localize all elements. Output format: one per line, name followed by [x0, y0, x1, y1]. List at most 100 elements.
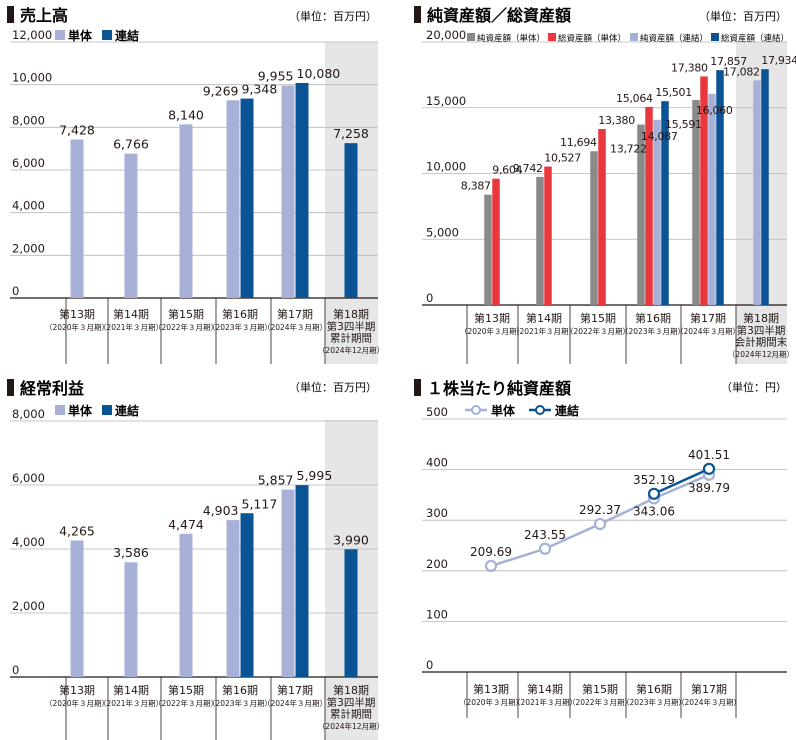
legend-label-net-renketsu: 純資産額（連結）	[640, 33, 708, 44]
x-category-label: 第17期	[277, 307, 313, 321]
data-label: 17,082	[723, 65, 760, 78]
data-label: 9,269	[203, 83, 239, 98]
x-category-sublabel: （2024年12月期）	[728, 349, 794, 359]
data-label: 209.69	[470, 545, 512, 559]
x-category-sublabel: （2021年３月期）	[99, 698, 163, 708]
bar-tanntai	[124, 562, 138, 677]
bar-total-tanntai	[645, 106, 653, 305]
y-tick-label: 4,000	[12, 199, 45, 213]
x-category-sublabel: （2022年３月期）	[568, 697, 632, 707]
y-tick-label: 0	[12, 284, 19, 298]
x-category-label: 第15期	[582, 682, 618, 696]
x-category-label: 第13期	[59, 307, 95, 321]
y-tick-label: 8,000	[12, 113, 45, 127]
title-marker	[7, 6, 14, 23]
bar-renketsu	[240, 513, 254, 677]
data-label: 6,766	[113, 137, 149, 152]
data-label: 243.55	[524, 528, 566, 542]
sales-panel: 売上高 （単位：百万円） 単体 連結 0 2,000 4,000 6,000 8,000…	[7, 6, 384, 364]
x-category-sublabel: （2022年３月期）	[154, 322, 218, 332]
x-category-sublabel: 第3四半期	[327, 696, 376, 709]
y-tick-label: 5,000	[426, 225, 459, 239]
y-tick-label: 6,000	[12, 471, 45, 485]
x-category-sublabel: 会計期間末	[735, 336, 788, 349]
legend-label-tanntai: 単体	[491, 403, 516, 418]
x-category-sublabel: （2024年12月期）	[318, 345, 384, 355]
x-category-label: 第14期	[113, 307, 149, 321]
chart-title: 純資産額／総資産額	[427, 6, 571, 25]
unit-label: （単位：百万円）	[289, 380, 377, 394]
y-tick-label: 2,000	[12, 599, 45, 613]
x-category-sublabel: （2023年３月期）	[621, 326, 685, 336]
data-label: 389.79	[688, 481, 730, 495]
x-category-label: 第16期	[222, 683, 258, 697]
unit-label: （単位：百万円）	[699, 9, 787, 23]
point-renketsu	[647, 487, 661, 500]
x-category-label: 第18期	[743, 311, 779, 325]
data-label: 16,060	[696, 104, 733, 117]
net-assets-plot: 05,00010,00015,00020,0008,3879,6049,7421…	[422, 28, 796, 364]
ordinary-profit-panel: 経常利益 （単位：百万円） 単体 連結 0 2,000 4,000 6,000 8,00…	[7, 379, 384, 740]
data-label: 343.06	[633, 504, 675, 518]
bar-net-tanntai	[590, 151, 598, 305]
ordinary-profit-plot: 0 2,000 4,000 6,000 8,000 4,265 3,586 4,4744,90…	[10, 407, 384, 740]
bar-net-tanntai	[536, 176, 544, 305]
data-label: 17,380	[671, 61, 708, 74]
legend-swatch-net-renketsu	[630, 33, 638, 41]
bar-renketsu	[240, 98, 254, 299]
x-category-label: 第14期	[527, 682, 563, 696]
bps-plot: 0 100 200 300 400 500 209.69 243.55 292.37 343.06…	[422, 405, 787, 718]
data-label: 9,955	[258, 69, 294, 84]
data-label: 10,080	[297, 66, 341, 81]
x-category-label: 第17期	[690, 311, 726, 325]
legend: 単体 連結	[55, 28, 139, 43]
bar-net-tanntai	[484, 194, 492, 305]
legend-marker-renketsu	[535, 405, 545, 415]
data-label: 7,258	[333, 126, 369, 141]
bar-tanntai	[226, 100, 240, 299]
bar-renketsu	[344, 549, 358, 677]
y-tick-label: 8,000	[12, 407, 45, 421]
legend-label-renketsu: 連結	[115, 28, 139, 43]
x-category-sublabel: （2021年３月期）	[513, 697, 577, 707]
title-marker	[414, 6, 421, 23]
bar-tanntai	[179, 533, 193, 677]
x-category-label: 第15期	[168, 683, 204, 697]
y-tick-label: 12,000	[12, 28, 52, 42]
x-category-sublabel: （2023年３月期）	[208, 322, 272, 332]
legend-label-renketsu: 連結	[115, 403, 139, 418]
point-tanntai	[484, 559, 498, 572]
chart-title: １株当たり純資産額	[427, 379, 571, 398]
data-label: 4,474	[168, 517, 204, 532]
title-marker	[414, 379, 421, 396]
data-label: 5,117	[242, 496, 278, 511]
data-label: 292.37	[579, 503, 621, 517]
legend: 単体 連結	[55, 403, 139, 418]
y-tick-label: 15,000	[426, 94, 466, 108]
chart-title: 経常利益	[20, 379, 84, 398]
legend-label-total-renketsu: 総資産額（連結）	[721, 33, 789, 44]
title-marker	[7, 379, 14, 396]
data-label: 3,990	[333, 532, 369, 547]
bar-total-tanntai	[492, 178, 500, 305]
data-label: 3,586	[113, 545, 149, 560]
x-category-label: 第16期	[635, 311, 671, 325]
bar-total-renketsu	[661, 101, 669, 305]
chart-title: 売上高	[20, 6, 68, 25]
sales-plot: 0 2,000 4,000 6,000 8,000 10,000 12,000 7,428 6,…	[10, 28, 384, 364]
bar-tanntai	[281, 85, 295, 298]
data-label: 11,694	[560, 136, 597, 149]
y-tick-label: 500	[426, 405, 448, 419]
bar-total-tanntai	[544, 166, 552, 305]
y-tick-label: 200	[426, 557, 448, 571]
y-tick-label: 20,000	[426, 28, 466, 42]
unit-label: （単位：百万円）	[289, 9, 377, 23]
legend-label-net-tanntai: 純資産額（単体）	[477, 33, 545, 44]
data-label: 9,742	[513, 162, 543, 175]
bar-tanntai	[226, 520, 240, 677]
bar-tanntai	[70, 139, 84, 298]
x-category-sublabel: 累計期間	[330, 708, 372, 721]
x-category-label: 第15期	[580, 311, 616, 325]
x-category-sublabel: 累計期間	[330, 332, 372, 345]
